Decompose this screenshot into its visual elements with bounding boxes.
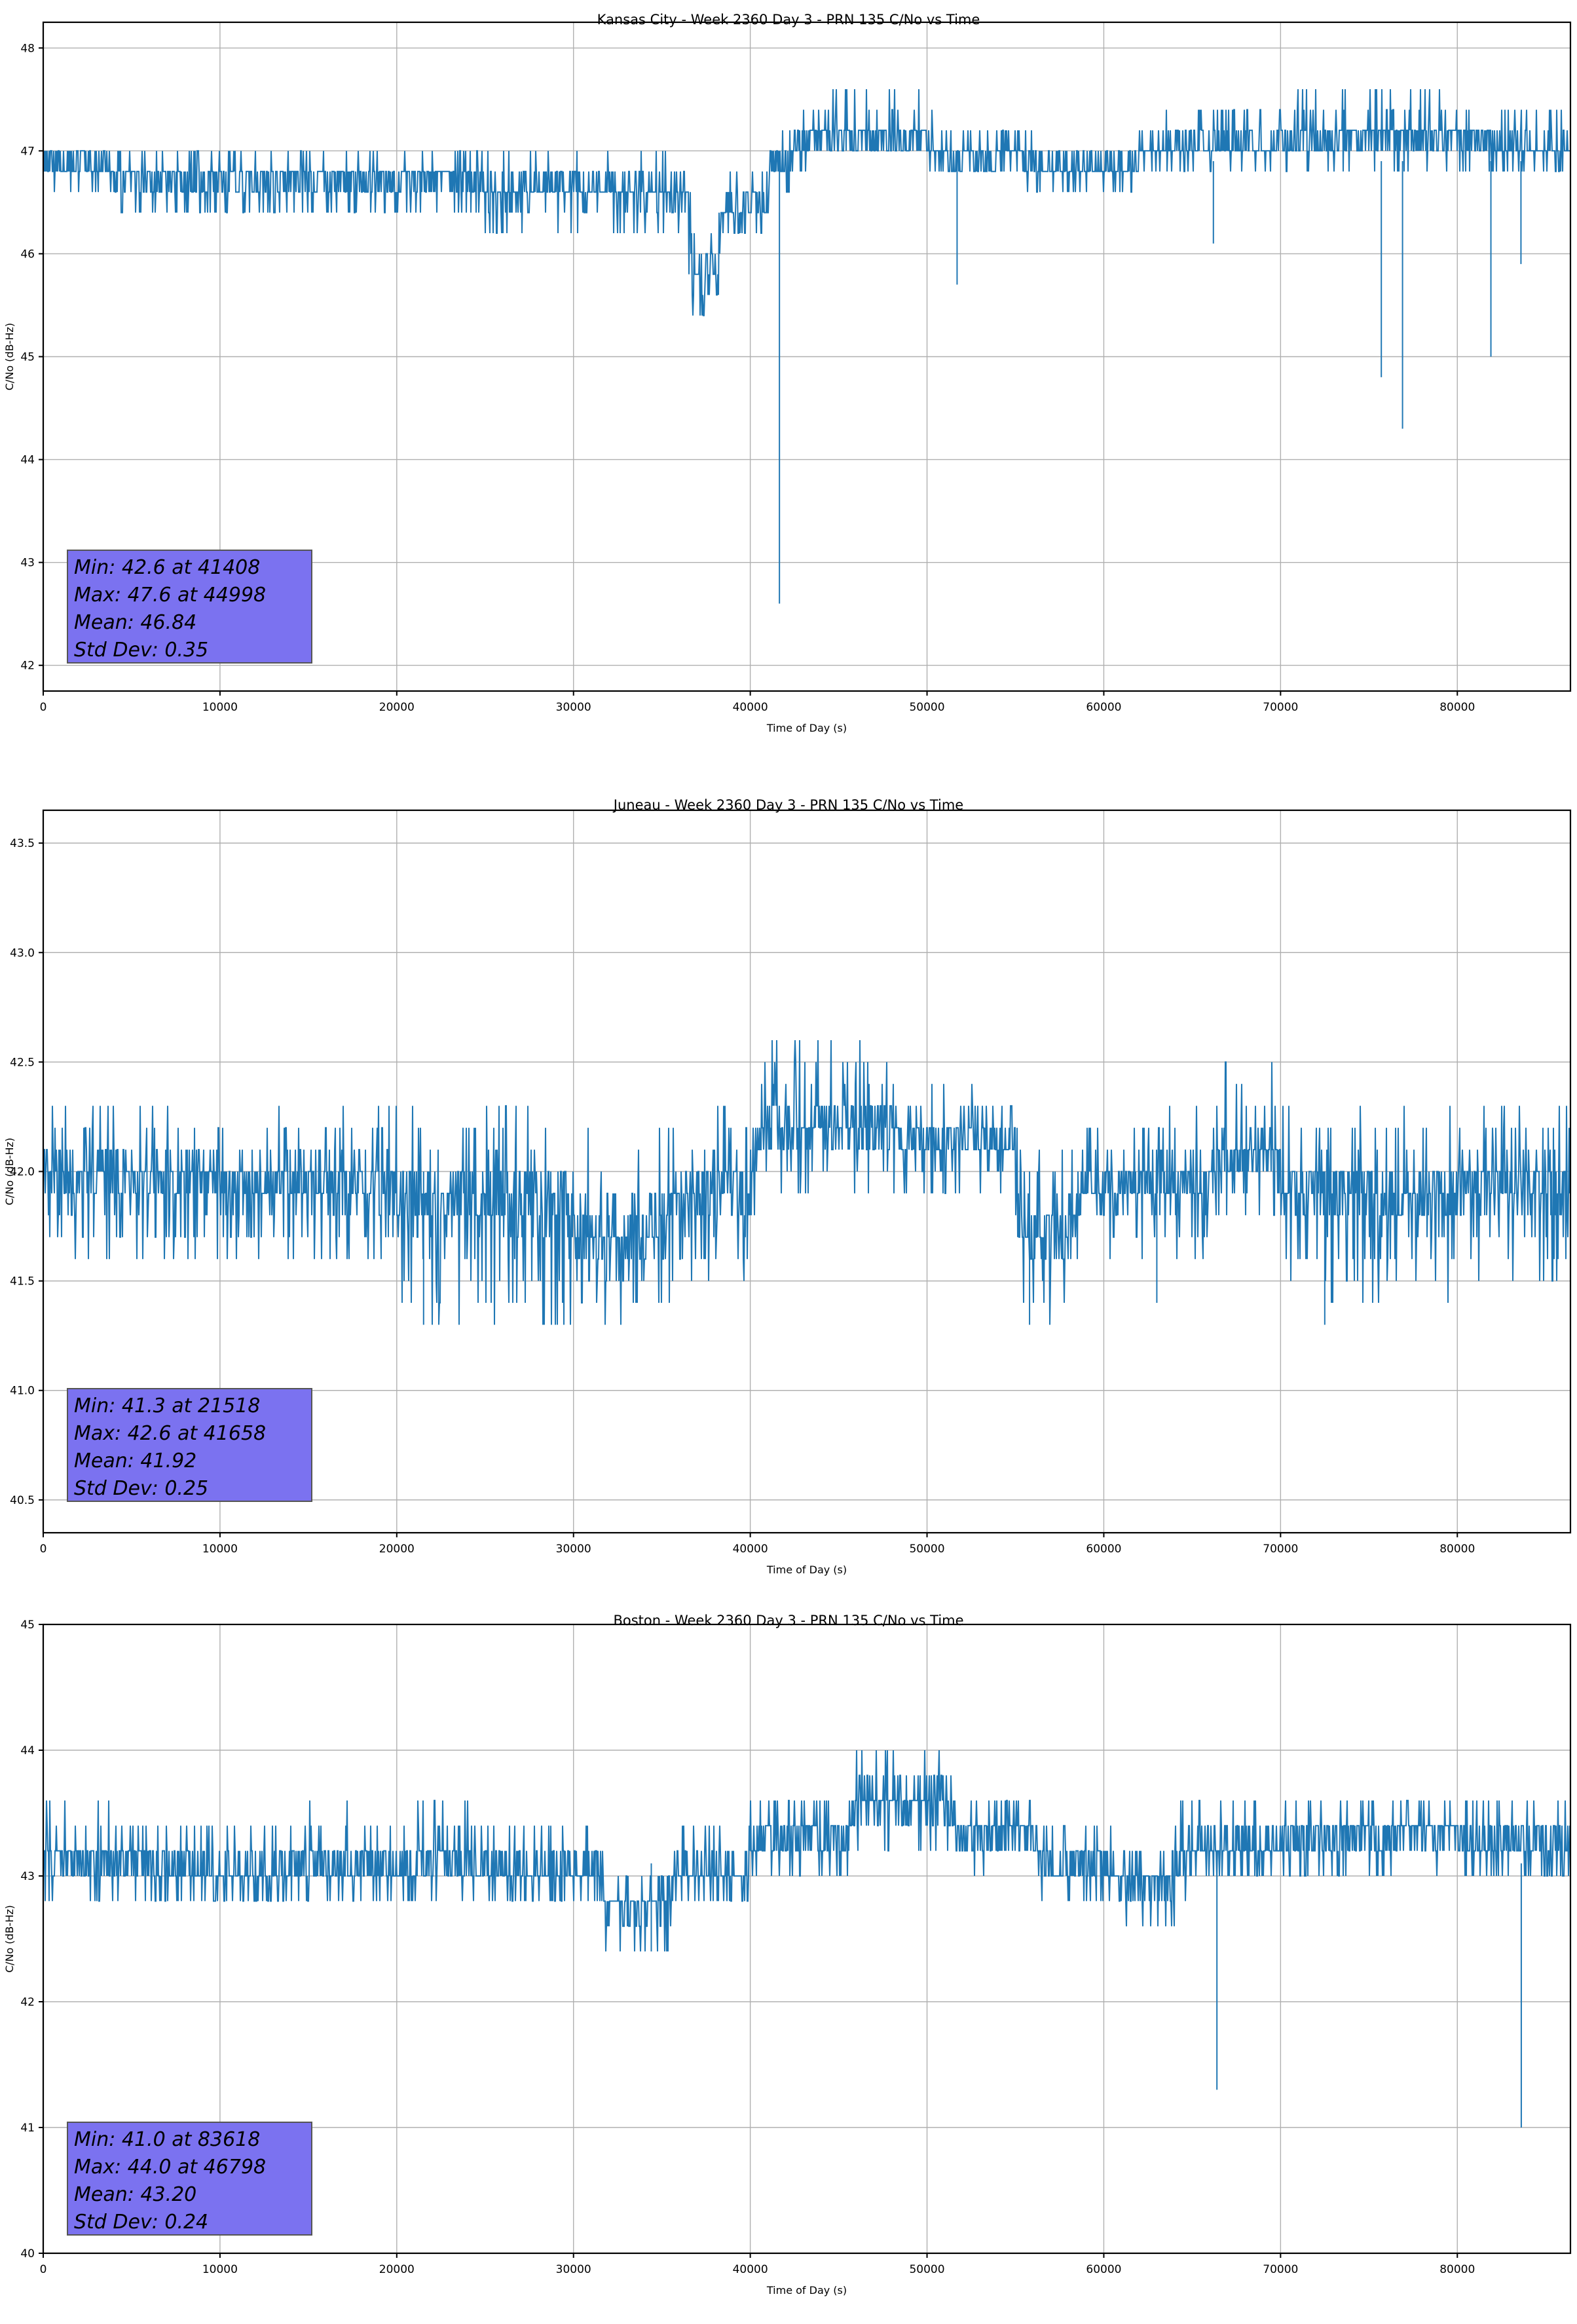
y-axis-label: C/No (dB-Hz) <box>3 1905 16 1972</box>
chart-panel-boston: Boston - Week 2360 Day 3 - PRN 135 C/No … <box>0 1605 1577 2324</box>
stats-max-label: Max: 44.0 at 46798 <box>74 2156 266 2179</box>
y-tick-label: 44 <box>20 454 35 467</box>
y-axis-label: C/No (dB-Hz) <box>3 323 16 390</box>
y-tick-label: 43 <box>20 557 35 570</box>
stats-stddev-label: Std Dev: 0.25 <box>74 1477 208 1500</box>
y-tick-label: 42.0 <box>10 1166 35 1179</box>
x-axis-ticks: 0 10000 20000 30000 40000 50000 60000 70000 8000… <box>40 691 1475 714</box>
y-tick-label: 40.5 <box>10 1494 35 1507</box>
y-tick-label: 45 <box>20 351 35 364</box>
stats-max-label: Max: 47.6 at 44998 <box>74 584 266 607</box>
y-tick-label: 46 <box>20 248 35 261</box>
y-tick-label: 41.0 <box>10 1385 35 1398</box>
x-tick-label: 40000 <box>733 1543 768 1556</box>
x-tick-label: 10000 <box>202 701 238 714</box>
y-tick-label: 43.5 <box>10 837 35 850</box>
stats-max-label: Max: 42.6 at 41658 <box>74 1422 266 1445</box>
y-tick-label: 40 <box>20 2247 35 2260</box>
stats-mean-label: Mean: 46.84 <box>74 611 196 634</box>
x-axis-label: Time of Day (s) <box>766 2284 847 2296</box>
x-tick-label: 20000 <box>379 2263 415 2276</box>
stats-stddev-label: Std Dev: 0.24 <box>74 2211 208 2234</box>
y-tick-label: 42 <box>20 660 35 673</box>
y-tick-label: 44 <box>20 1744 35 1757</box>
x-tick-label: 40000 <box>733 701 768 714</box>
y-tick-label: 42 <box>20 1996 35 2009</box>
x-axis-ticks: 0 10000 20000 30000 40000 50000 60000 70000 8000… <box>40 2253 1475 2276</box>
chart-svg: Juneau - Week 2360 Day 3 - PRN 135 C/No … <box>0 783 1577 1602</box>
stats-annotation: Min: 42.6 at 41408 Max: 47.6 at 44998 Mean… <box>67 550 312 664</box>
y-axis-ticks: 42 43 44 45 46 47 48 <box>20 42 43 673</box>
x-tick-label: 70000 <box>1263 2263 1298 2276</box>
x-tick-label: 30000 <box>556 2263 591 2276</box>
x-tick-label: 0 <box>40 2263 47 2276</box>
y-axis-ticks: 40.5 41.0 41.5 42.0 42.5 43.0 43.5 <box>10 837 43 1507</box>
y-tick-label: 45 <box>20 1619 35 1632</box>
y-axis-label: C/No (dB-Hz) <box>3 1138 16 1205</box>
y-tick-label: 41.5 <box>10 1275 35 1288</box>
x-tick-label: 60000 <box>1086 2263 1121 2276</box>
x-tick-label: 80000 <box>1439 2263 1475 2276</box>
x-tick-label: 20000 <box>379 1543 415 1556</box>
stats-mean-label: Mean: 41.92 <box>74 1450 196 1472</box>
x-axis-ticks: 0 10000 20000 30000 40000 50000 60000 70000 8000… <box>40 1533 1475 1556</box>
stats-min-label: Min: 41.0 at 83618 <box>74 2128 260 2151</box>
y-tick-label: 43.0 <box>10 946 35 960</box>
y-tick-label: 41 <box>20 2122 35 2135</box>
stats-min-label: Min: 42.6 at 41408 <box>74 556 260 579</box>
x-tick-label: 0 <box>40 1543 47 1556</box>
y-tick-label: 42.5 <box>10 1056 35 1069</box>
x-tick-label: 60000 <box>1086 1543 1121 1556</box>
stats-stddev-label: Std Dev: 0.35 <box>74 639 208 662</box>
chart-svg: Kansas City - Week 2360 Day 3 - PRN 135 … <box>0 0 1577 760</box>
data-series-cno <box>43 1750 1571 2127</box>
y-tick-label: 43 <box>20 1870 35 1883</box>
stats-mean-label: Mean: 43.20 <box>74 2183 196 2206</box>
x-tick-label: 70000 <box>1263 1543 1298 1556</box>
x-tick-label: 80000 <box>1439 1543 1475 1556</box>
stats-annotation: Min: 41.3 at 21518 Max: 42.6 at 41658 Mean… <box>67 1388 312 1502</box>
data-series-cno <box>43 89 1570 604</box>
x-tick-label: 30000 <box>556 1543 591 1556</box>
x-axis-label: Time of Day (s) <box>766 1564 847 1576</box>
chart-title: Kansas City - Week 2360 Day 3 - PRN 135 … <box>597 12 980 28</box>
y-axis-ticks: 40 41 42 43 44 45 <box>20 1619 43 2260</box>
chart-panel-kansas-city: Kansas City - Week 2360 Day 3 - PRN 135 … <box>0 0 1577 760</box>
chart-svg: Boston - Week 2360 Day 3 - PRN 135 C/No … <box>0 1605 1577 2324</box>
data-series-cno <box>43 1040 1571 1325</box>
y-tick-label: 48 <box>20 42 35 55</box>
x-tick-label: 30000 <box>556 701 591 714</box>
x-tick-label: 10000 <box>202 1543 238 1556</box>
x-tick-label: 40000 <box>733 2263 768 2276</box>
x-tick-label: 60000 <box>1086 701 1121 714</box>
x-tick-label: 50000 <box>909 701 944 714</box>
x-tick-label: 80000 <box>1439 701 1475 714</box>
x-tick-label: 0 <box>40 701 47 714</box>
stats-min-label: Min: 41.3 at 21518 <box>74 1395 260 1417</box>
y-tick-label: 47 <box>20 145 35 158</box>
grid-lines <box>43 1624 1570 2253</box>
x-tick-label: 20000 <box>379 701 415 714</box>
x-tick-label: 70000 <box>1263 701 1298 714</box>
x-axis-label: Time of Day (s) <box>766 722 847 734</box>
axes-frame <box>42 1623 1572 2255</box>
stats-annotation: Min: 41.0 at 83618 Max: 44.0 at 46798 Mean… <box>67 2122 312 2236</box>
chart-panel-juneau: Juneau - Week 2360 Day 3 - PRN 135 C/No … <box>0 783 1577 1602</box>
x-tick-label: 50000 <box>909 2263 944 2276</box>
chart-title: Boston - Week 2360 Day 3 - PRN 135 C/No … <box>613 1613 963 1628</box>
x-tick-label: 50000 <box>909 1543 944 1556</box>
x-tick-label: 10000 <box>202 2263 238 2276</box>
